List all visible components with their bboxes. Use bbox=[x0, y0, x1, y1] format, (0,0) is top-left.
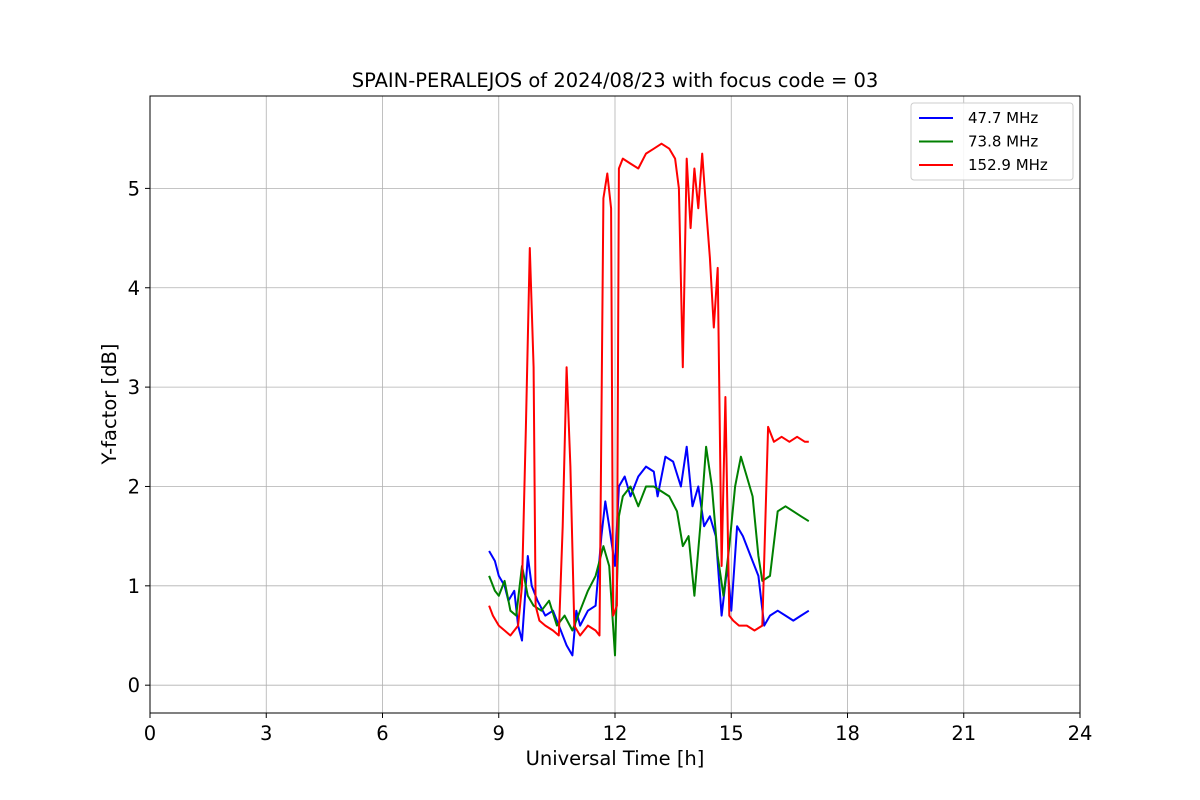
y-tick-label: 0 bbox=[128, 674, 140, 697]
x-tick-label: 0 bbox=[144, 722, 156, 745]
series-layer bbox=[488, 142, 810, 657]
legend: 47.7 MHz 73.8 MHz 152.9 MHz bbox=[910, 102, 1074, 181]
chart-title: SPAIN-PERALEJOS of 2024/08/23 with focus… bbox=[352, 69, 879, 92]
legend-label-0: 47.7 MHz bbox=[968, 109, 1038, 127]
x-tick-label: 18 bbox=[835, 722, 860, 745]
x-axis-label: Universal Time [h] bbox=[526, 747, 705, 770]
x-tick-label: 24 bbox=[1068, 722, 1093, 745]
y-tick-label: 1 bbox=[128, 575, 140, 598]
x-tick-label: 21 bbox=[951, 722, 976, 745]
legend-label-2: 152.9 MHz bbox=[968, 156, 1048, 174]
x-tick-label: 15 bbox=[719, 722, 744, 745]
legend-label-1: 73.8 MHz bbox=[968, 133, 1038, 151]
y-tick-label: 4 bbox=[128, 277, 140, 300]
y-tick-label: 5 bbox=[128, 177, 140, 200]
x-tick-label: 12 bbox=[603, 722, 628, 745]
y-tick-label: 3 bbox=[128, 376, 140, 399]
series-line-0 bbox=[488, 445, 810, 657]
series-line-2 bbox=[488, 142, 809, 637]
x-tick-label: 3 bbox=[260, 722, 272, 745]
y-tick-label: 2 bbox=[128, 475, 140, 498]
x-tick-label: 6 bbox=[376, 722, 388, 745]
legend-box bbox=[910, 102, 1074, 181]
x-tick-label: 9 bbox=[493, 722, 505, 745]
y-axis-label: Y-factor [dB] bbox=[98, 344, 121, 466]
